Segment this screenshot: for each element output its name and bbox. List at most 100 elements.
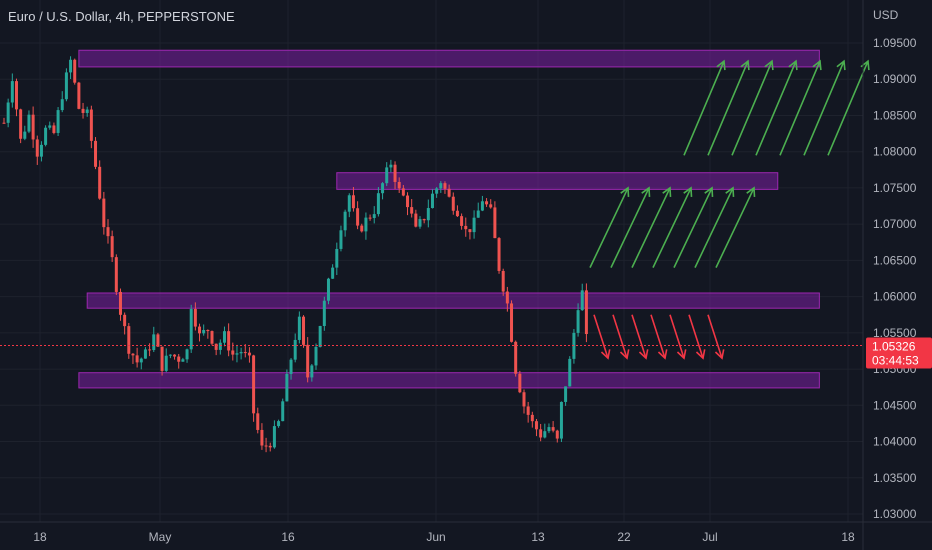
candle-body [318, 325, 322, 347]
candle-body [526, 406, 530, 415]
candlestick-series [2, 56, 588, 453]
projection-arrow-shaft[interactable] [827, 60, 869, 156]
price-tick-label: 1.08000 [873, 145, 917, 159]
candle-body [439, 183, 443, 189]
candle-body [285, 373, 289, 402]
candle-body [2, 122, 6, 124]
projection-arrow-shaft[interactable] [631, 314, 647, 359]
price-zone[interactable] [78, 372, 820, 389]
projection-arrow-shaft[interactable] [650, 314, 666, 359]
candle-body [297, 316, 301, 340]
candle-body [60, 99, 64, 111]
price-zone[interactable] [86, 292, 820, 309]
candle-body [389, 164, 393, 168]
candle-body [497, 238, 501, 271]
candle-body [534, 421, 538, 430]
candle-body [14, 81, 18, 110]
price-axis[interactable]: 1.09500 1.09000 1.08500 1.08000 1.07500 1.070… [873, 36, 917, 521]
candle-body [81, 108, 85, 113]
projection-arrow-shaft[interactable] [669, 314, 685, 359]
time-tick-label: 16 [281, 530, 295, 544]
candle-body [397, 181, 401, 189]
projection-arrow-head [600, 349, 611, 360]
candle-body [543, 431, 547, 438]
grid-lines [0, 0, 863, 522]
projection-arrow-shaft[interactable] [610, 187, 650, 268]
price-tick-label: 1.06000 [873, 290, 917, 304]
currency-unit-label: USD [873, 8, 899, 22]
candle-body [580, 290, 584, 311]
candle-body [564, 386, 568, 402]
candle-body [326, 278, 330, 301]
projection-arrow-shaft[interactable] [652, 187, 692, 268]
projection-arrow-shaft[interactable] [715, 187, 755, 268]
candle-body [52, 125, 56, 133]
projection-arrow-shaft[interactable] [683, 60, 725, 156]
projection-arrow-shaft[interactable] [779, 60, 821, 156]
projection-arrow-shaft[interactable] [707, 314, 723, 359]
candle-body [85, 109, 89, 113]
price-zone[interactable] [336, 172, 779, 190]
candle-body [31, 114, 35, 140]
projection-arrow-shaft[interactable] [694, 187, 734, 268]
projection-arrow-shaft[interactable] [755, 60, 797, 156]
projection-arrow-shaft[interactable] [612, 314, 628, 359]
candle-body [426, 208, 430, 221]
projection-arrow-head [836, 59, 846, 71]
projection-arrows[interactable] [589, 59, 870, 360]
candle-body [559, 401, 563, 439]
current-price-value: 1.05326 [872, 339, 916, 353]
price-zone[interactable] [78, 49, 820, 68]
projection-arrow-shaft[interactable] [593, 314, 609, 359]
projection-arrow-shaft[interactable] [589, 187, 629, 268]
projection-arrow-shaft[interactable] [673, 187, 713, 268]
time-tick-label: 18 [33, 530, 47, 544]
candle-body [23, 131, 27, 139]
candle-body [114, 257, 118, 292]
resistance-support-zones[interactable] [78, 49, 820, 389]
projection-arrow-head [812, 59, 822, 71]
candle-body [322, 300, 326, 326]
candle-body [256, 413, 260, 430]
candle-body [135, 355, 139, 363]
candle-body [181, 359, 185, 362]
projection-arrow-head [725, 186, 735, 197]
candle-body [401, 188, 405, 196]
time-tick-label: Jul [702, 530, 717, 544]
candle-body [406, 195, 410, 208]
projection-arrow-shaft[interactable] [688, 314, 704, 359]
time-axis[interactable]: 18 May 16 Jun 13 22 Jul 18 [33, 530, 855, 544]
candle-body [123, 314, 127, 327]
projection-arrow-shaft[interactable] [803, 60, 845, 156]
candle-body [306, 344, 310, 378]
candle-body [127, 326, 131, 354]
candle-body [198, 326, 202, 334]
candle-body [27, 114, 31, 132]
candle-body [272, 426, 276, 448]
candle-body [44, 127, 48, 145]
candle-body [418, 219, 422, 227]
candle-body [551, 427, 555, 431]
projection-arrow-head [716, 59, 726, 71]
candle-body [173, 354, 177, 357]
candle-body [376, 193, 380, 215]
candle-body [385, 167, 389, 184]
candle-body [522, 392, 526, 407]
candle-body [218, 342, 222, 350]
current-price-badge: 1.05326 03:44:53 [866, 337, 932, 369]
candle-body [510, 303, 514, 342]
projection-arrow-shaft[interactable] [731, 60, 773, 156]
projection-arrow-shaft[interactable] [707, 60, 749, 156]
projection-arrow-shaft[interactable] [631, 187, 671, 268]
candle-body [310, 365, 314, 378]
candle-body [39, 144, 43, 157]
candle-body [264, 445, 268, 447]
projection-arrow-head [641, 186, 651, 197]
time-tick-label: 18 [841, 530, 855, 544]
candle-body [152, 334, 156, 351]
candle-body [231, 350, 235, 355]
candle-body [555, 430, 559, 439]
time-tick-label: 13 [531, 530, 545, 544]
